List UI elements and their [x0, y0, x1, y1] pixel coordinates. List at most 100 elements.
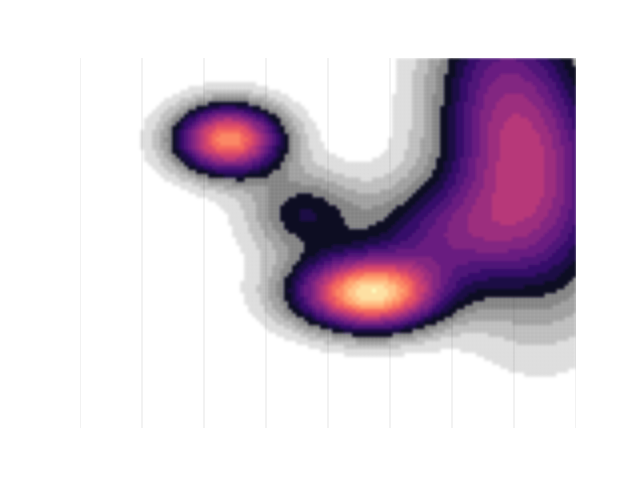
contour-cell — [328, 173, 333, 178]
contour-cell — [280, 109, 285, 115]
contour-cell — [496, 272, 501, 278]
contour-cell — [496, 121, 501, 127]
contour-cell — [532, 217, 537, 222]
contour-cell — [416, 58, 421, 63]
contour-cell — [372, 177, 377, 182]
contour-cell — [368, 197, 373, 202]
contour-cell — [560, 141, 565, 147]
contour-cell — [508, 221, 513, 226]
contour-cell — [544, 233, 549, 238]
contour-cell — [436, 109, 441, 115]
contour-cell — [424, 65, 429, 71]
contour-cell — [528, 244, 533, 250]
contour-cell — [324, 209, 329, 214]
contour-cell — [428, 73, 433, 79]
contour-cell — [404, 105, 409, 111]
contour-cell — [464, 268, 469, 274]
contour-cell — [368, 225, 373, 230]
contour-cell — [492, 256, 497, 262]
contour-cell — [296, 181, 301, 186]
contour-cell — [512, 133, 517, 139]
contour-cell — [260, 93, 265, 99]
contour-cell — [552, 173, 557, 178]
contour-cell — [292, 288, 297, 294]
contour-cell — [496, 101, 501, 107]
contour-cell — [312, 169, 317, 174]
contour-cell — [284, 105, 289, 111]
contour-cell — [516, 137, 521, 143]
contour-cell — [240, 157, 245, 163]
contour-cell — [452, 137, 457, 143]
contour-cell — [264, 153, 269, 159]
contour-cell — [464, 197, 469, 202]
contour-cell — [460, 221, 465, 226]
contour-cell — [252, 157, 257, 163]
contour-cell — [260, 137, 265, 143]
contour-cell — [276, 89, 281, 95]
contour-cell — [320, 292, 325, 298]
contour-cell — [308, 256, 313, 262]
contour-cell — [452, 65, 457, 71]
contour-cell — [244, 225, 249, 230]
contour-cell — [504, 264, 509, 270]
contour-cell — [252, 209, 257, 214]
contour-cell — [480, 58, 485, 63]
contour-cell — [436, 256, 441, 262]
contour-cell — [280, 209, 285, 214]
contour-cell — [492, 237, 497, 242]
contour-cell — [320, 260, 325, 266]
contour-cell — [280, 129, 285, 135]
contour-cell — [320, 284, 325, 290]
contour-cell — [452, 193, 457, 198]
contour-cell — [572, 252, 576, 258]
contour-cell — [520, 117, 525, 123]
contour-cell — [296, 125, 301, 131]
contour-cell — [176, 145, 181, 151]
contour-cell — [432, 213, 437, 218]
contour-cell — [436, 125, 441, 131]
contour-cell — [472, 161, 477, 167]
contour-cell — [200, 141, 205, 147]
contour-cell — [536, 189, 541, 194]
contour-cell — [312, 268, 317, 274]
contour-cell — [388, 137, 393, 143]
contour-cell — [496, 225, 501, 230]
contour-cell — [140, 133, 145, 139]
contour-cell — [304, 244, 309, 250]
contour-cell — [160, 173, 165, 178]
contour-cell — [444, 241, 449, 246]
contour-cell — [536, 121, 541, 127]
contour-cell — [524, 97, 529, 103]
contour-cell — [544, 189, 549, 194]
contour-cell — [504, 197, 509, 202]
contour-cell — [180, 93, 185, 99]
contour-cell — [288, 189, 293, 194]
contour-cell — [480, 185, 485, 190]
contour-cell — [564, 73, 569, 79]
contour-cell — [256, 169, 261, 174]
contour-cell — [552, 209, 557, 214]
contour-cell — [400, 201, 405, 206]
contour-cell — [328, 268, 333, 274]
contour-cell — [424, 145, 429, 151]
contour-cell — [256, 93, 261, 99]
contour-cell — [416, 213, 421, 218]
contour-cell — [432, 157, 437, 163]
contour-cell — [524, 272, 529, 278]
contour-cell — [392, 129, 397, 135]
contour-cell — [320, 264, 325, 270]
contour-cell — [316, 237, 321, 242]
contour-cell — [368, 284, 373, 290]
contour-cell — [448, 260, 453, 266]
contour-cell — [552, 288, 557, 294]
contour-cell — [396, 105, 401, 111]
contour-cell — [264, 141, 269, 147]
contour-cell — [428, 105, 433, 111]
contour-cell — [436, 117, 441, 123]
contour-cell — [256, 209, 261, 214]
contour-cell — [400, 169, 405, 174]
contour-cell — [520, 193, 525, 198]
contour-cell — [152, 149, 157, 155]
contour-cell — [232, 117, 237, 123]
contour-cell — [484, 252, 489, 258]
